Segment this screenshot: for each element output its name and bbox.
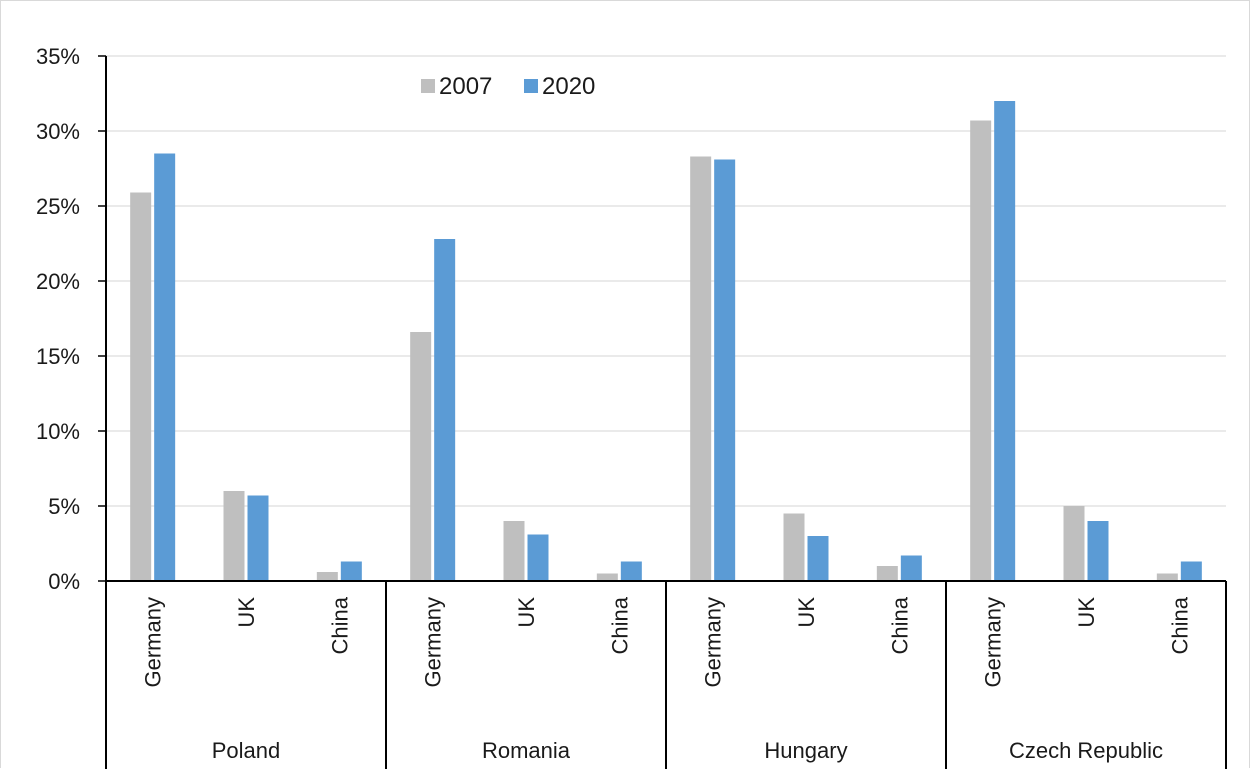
category-label: China [1167, 596, 1192, 654]
bar-2007 [1063, 506, 1085, 581]
y-tick-label: 15% [36, 344, 80, 369]
y-tick-label: 20% [36, 269, 80, 294]
bar-2020 [714, 159, 736, 581]
y-tick-label: 25% [36, 194, 80, 219]
bar-2020 [434, 239, 456, 581]
bar-2020 [807, 536, 829, 581]
legend: 2007 2020 [421, 73, 595, 100]
bar-2020 [900, 555, 922, 581]
category-label: Germany [141, 597, 166, 687]
bar-2020 [1087, 521, 1109, 581]
legend-swatch-2020 [524, 79, 538, 93]
category-label: China [887, 596, 912, 654]
bar-2007 [596, 573, 618, 581]
category-labels: Germany UK China Poland Germany UK China Romani… [141, 596, 1193, 763]
y-tick-label: 0% [48, 569, 80, 594]
category-label: UK [794, 597, 819, 628]
bar-2007 [130, 192, 152, 581]
bar-2007 [876, 566, 898, 581]
bar-2007 [223, 491, 245, 581]
bar-2020 [527, 534, 549, 581]
category-label: UK [1074, 597, 1099, 628]
bar-2007 [783, 513, 805, 581]
bar-2007 [690, 156, 712, 581]
bar-2007 [410, 332, 432, 581]
group-label: Poland [212, 738, 281, 763]
bars [130, 101, 1202, 581]
gridlines [106, 55, 1226, 507]
y-tick-label: 10% [36, 419, 80, 444]
category-label: UK [514, 597, 539, 628]
category-label: Germany [421, 597, 446, 687]
bar-2007 [970, 120, 992, 581]
bar-2020 [154, 153, 176, 581]
group-label: Hungary [764, 738, 847, 763]
category-label: Germany [981, 597, 1006, 687]
bar-2020 [994, 101, 1016, 581]
bar-2007 [316, 572, 338, 581]
group-label: Romania [482, 738, 571, 763]
group-label: Czech Republic [1009, 738, 1163, 763]
legend-label: 2007 [439, 73, 492, 100]
y-tick-label: 5% [48, 494, 80, 519]
bar-2007 [503, 521, 525, 581]
bar-2020 [1180, 561, 1202, 581]
y-tick-labels: 0% 5% 10% 15% 20% 25% 30% 35% [36, 44, 80, 594]
bar-2007 [1156, 573, 1178, 581]
bar-2020 [620, 561, 642, 581]
y-tick-label: 30% [36, 119, 80, 144]
category-label: China [607, 596, 632, 654]
bar-2020 [340, 561, 362, 581]
axes [98, 55, 1227, 769]
bar-2020 [247, 495, 269, 581]
category-label: Germany [701, 597, 726, 687]
category-label: UK [234, 597, 259, 628]
legend-swatch-2007 [421, 79, 435, 93]
legend-label: 2020 [542, 73, 595, 100]
category-label: China [327, 596, 352, 654]
y-tick-label: 35% [36, 44, 80, 69]
